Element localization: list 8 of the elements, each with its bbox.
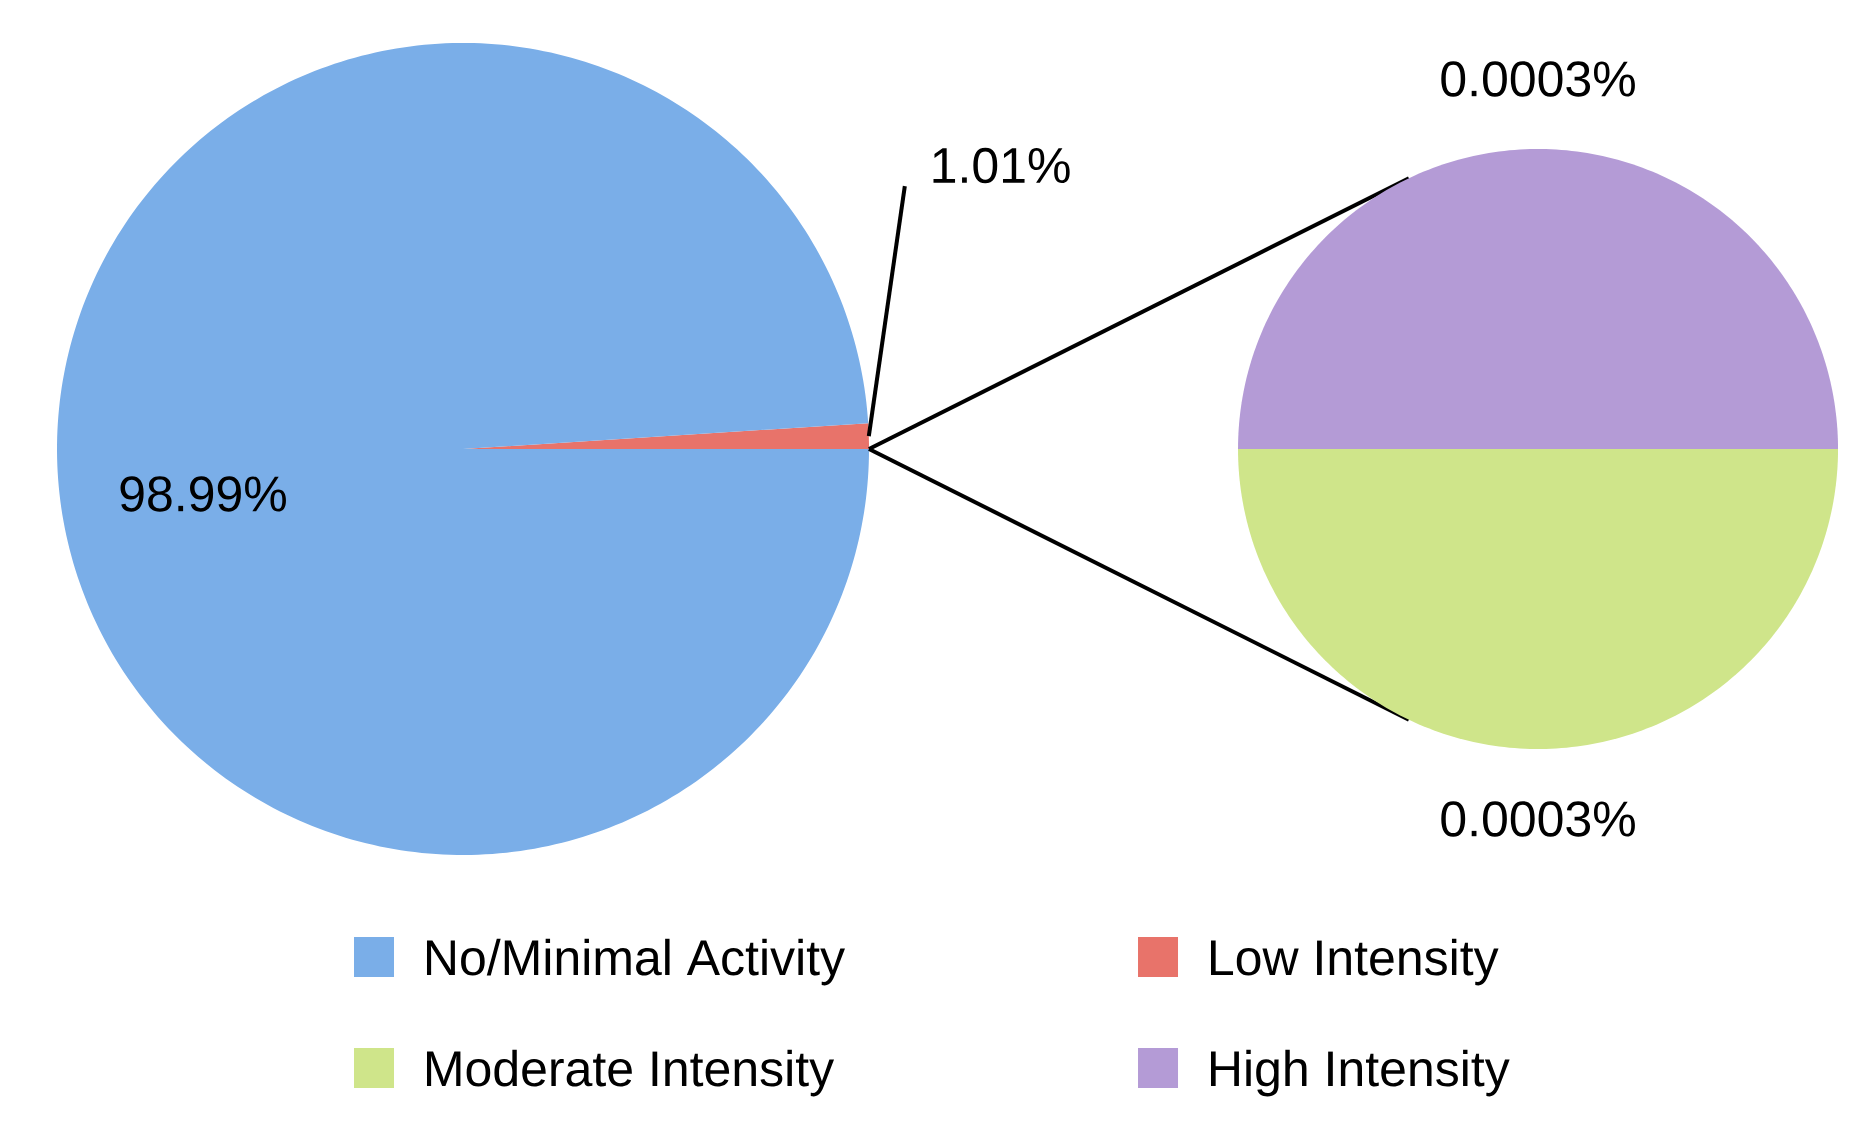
legend-label: Low Intensity xyxy=(1210,938,1499,986)
legend-label: Moderate Intensity xyxy=(426,1049,835,1097)
data-label: 0.0003% xyxy=(1441,801,1635,837)
data-label: 98.99% xyxy=(120,476,286,512)
data-label: 1.01% xyxy=(933,147,1070,184)
legend-label: High Intensity xyxy=(1211,1049,1510,1097)
data-label: 0.0003% xyxy=(1441,61,1635,97)
legend-label: No/Minimal Activity xyxy=(426,938,845,986)
